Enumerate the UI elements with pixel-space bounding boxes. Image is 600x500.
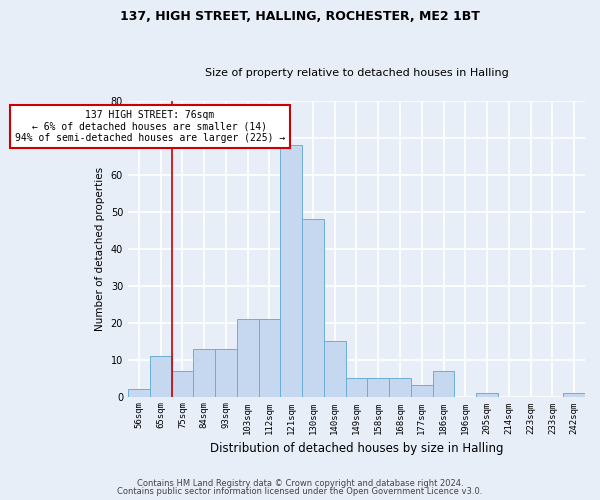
Text: 137, HIGH STREET, HALLING, ROCHESTER, ME2 1BT: 137, HIGH STREET, HALLING, ROCHESTER, ME…: [120, 10, 480, 23]
X-axis label: Distribution of detached houses by size in Halling: Distribution of detached houses by size …: [210, 442, 503, 455]
Bar: [193, 348, 215, 397]
Bar: [563, 393, 585, 396]
Text: Contains HM Land Registry data © Crown copyright and database right 2024.: Contains HM Land Registry data © Crown c…: [137, 478, 463, 488]
Bar: [172, 370, 193, 396]
Bar: [324, 341, 346, 396]
Bar: [476, 393, 498, 396]
Text: 137 HIGH STREET: 76sqm
← 6% of detached houses are smaller (14)
94% of semi-deta: 137 HIGH STREET: 76sqm ← 6% of detached …: [14, 110, 285, 144]
Y-axis label: Number of detached properties: Number of detached properties: [95, 166, 105, 331]
Bar: [389, 378, 411, 396]
Bar: [280, 146, 302, 396]
Bar: [346, 378, 367, 396]
Title: Size of property relative to detached houses in Halling: Size of property relative to detached ho…: [205, 68, 508, 78]
Bar: [215, 348, 237, 397]
Bar: [259, 319, 280, 396]
Text: Contains public sector information licensed under the Open Government Licence v3: Contains public sector information licen…: [118, 487, 482, 496]
Bar: [237, 319, 259, 396]
Bar: [150, 356, 172, 397]
Bar: [128, 389, 150, 396]
Bar: [433, 370, 454, 396]
Bar: [367, 378, 389, 396]
Bar: [411, 386, 433, 396]
Bar: [302, 219, 324, 396]
